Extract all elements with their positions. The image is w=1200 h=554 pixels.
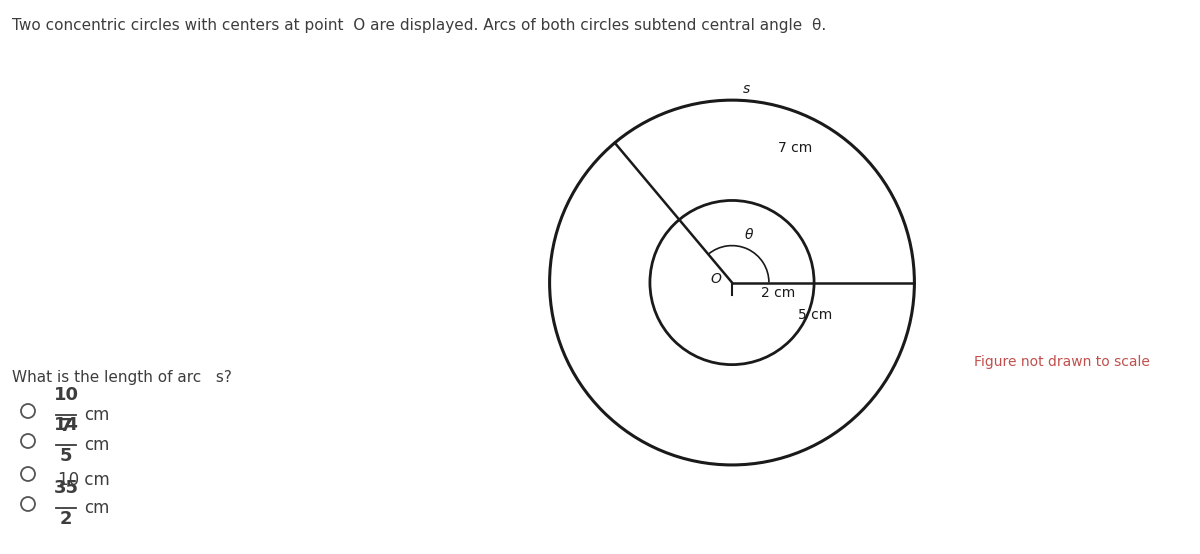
Text: 5 cm: 5 cm [798, 308, 832, 322]
Text: 5: 5 [60, 447, 72, 465]
Text: O: O [710, 272, 721, 286]
Text: 2 cm: 2 cm [761, 286, 794, 300]
Text: cm: cm [84, 499, 109, 517]
Text: 35: 35 [54, 479, 78, 497]
Text: 10 cm: 10 cm [58, 471, 109, 489]
Text: cm: cm [84, 406, 109, 424]
Text: 14: 14 [54, 416, 78, 434]
Text: s: s [743, 83, 750, 96]
Text: What is the length of arc   s?: What is the length of arc s? [12, 370, 232, 385]
Text: 2: 2 [60, 510, 72, 528]
Text: Two concentric circles with centers at point  O are displayed. Arcs of both circ: Two concentric circles with centers at p… [12, 18, 827, 33]
Text: θ: θ [745, 228, 754, 242]
Text: 7 cm: 7 cm [778, 141, 812, 155]
Text: 7: 7 [60, 417, 72, 435]
Text: 10: 10 [54, 386, 78, 404]
Text: cm: cm [84, 436, 109, 454]
Text: Figure not drawn to scale: Figure not drawn to scale [974, 355, 1150, 369]
